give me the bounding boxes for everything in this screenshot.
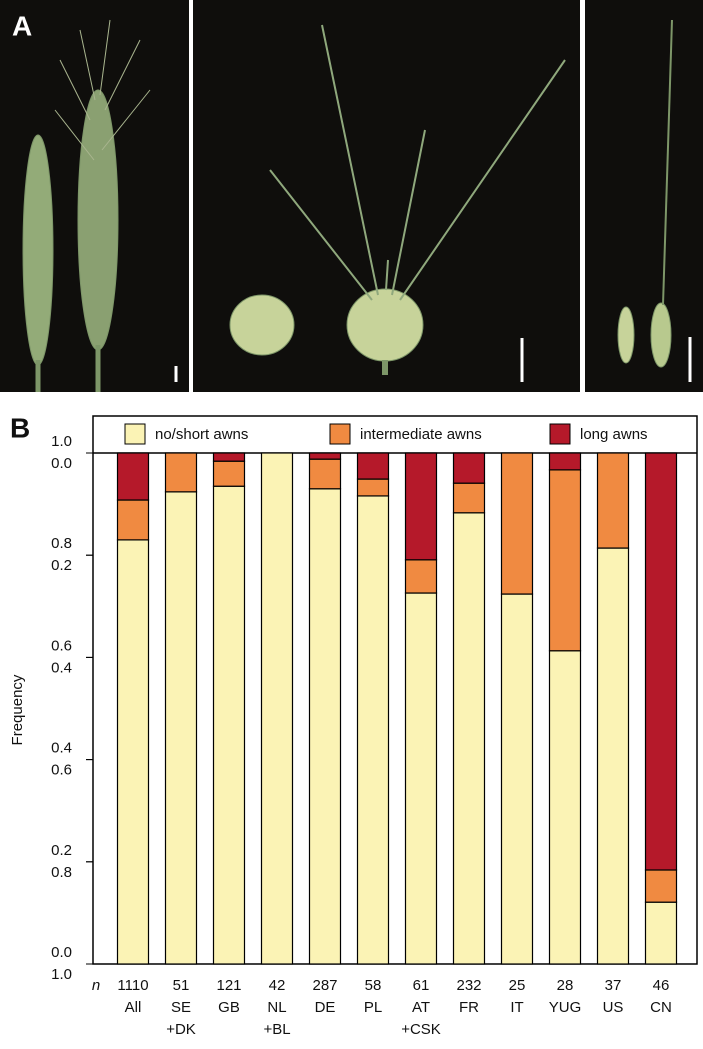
x-tick-label: YUG bbox=[548, 999, 582, 1016]
n-label: 28 bbox=[557, 977, 574, 994]
bar-segment bbox=[164, 452, 198, 493]
bar-segment bbox=[452, 512, 486, 965]
panel-label: B bbox=[10, 412, 30, 443]
bar-segment bbox=[212, 460, 246, 487]
bar-segment bbox=[644, 901, 678, 965]
y2-tick-label: 0.0 bbox=[51, 455, 72, 472]
bar-segment bbox=[500, 593, 534, 965]
bar-segment bbox=[596, 452, 630, 549]
n-label: 232 bbox=[456, 977, 481, 994]
scale-bar bbox=[174, 337, 692, 382]
x-tick-label: US bbox=[602, 999, 624, 1016]
bar-segment bbox=[308, 488, 342, 965]
y-tick-label: 0.2 bbox=[51, 842, 72, 859]
x-tick-label: GB bbox=[218, 999, 240, 1016]
bar-segment bbox=[308, 458, 342, 490]
y2-tick-label: 1.0 bbox=[51, 966, 72, 983]
bar-segment bbox=[356, 495, 390, 965]
legend-swatch bbox=[329, 423, 351, 445]
bar-segment bbox=[164, 491, 198, 965]
legend-label: intermediate awns bbox=[360, 426, 482, 443]
x-tick-label: PL bbox=[363, 999, 383, 1016]
n-label: 287 bbox=[312, 977, 337, 994]
y-tick-label: 0.4 bbox=[51, 740, 72, 757]
wheat-drawing bbox=[22, 19, 673, 392]
bar-segment bbox=[452, 452, 486, 484]
bar-segment bbox=[452, 482, 486, 514]
plot-frame bbox=[92, 415, 698, 965]
n-label: 61 bbox=[413, 977, 430, 994]
bar-segment bbox=[500, 452, 534, 595]
bar-segment bbox=[356, 478, 390, 497]
bar-segment bbox=[116, 499, 150, 541]
legend-label: no/short awns bbox=[155, 426, 248, 443]
x-tick-label: All bbox=[124, 999, 142, 1016]
photo bbox=[585, 0, 703, 392]
n-label: 25 bbox=[509, 977, 526, 994]
x-tick-label: AT +CSK bbox=[401, 999, 441, 1038]
n-label: 42 bbox=[269, 977, 286, 994]
bar-segment bbox=[644, 452, 678, 871]
y-tick-label: 0.8 bbox=[51, 535, 72, 552]
bar-segment bbox=[260, 452, 294, 965]
n-label: 37 bbox=[605, 977, 622, 994]
x-tick-label: FR bbox=[459, 999, 479, 1016]
bar-segment bbox=[548, 452, 582, 471]
x-tick-label: IT bbox=[510, 999, 524, 1016]
panel-label: A bbox=[12, 10, 32, 41]
bar-segment bbox=[116, 539, 150, 965]
y2-tick-label: 0.6 bbox=[51, 762, 72, 779]
bar-segment bbox=[116, 452, 150, 501]
x-tick-label: SE +DK bbox=[166, 999, 196, 1038]
y-axis-title: Frequency bbox=[9, 674, 26, 745]
y-tick-label: 1.0 bbox=[51, 433, 72, 450]
n-label: 51 bbox=[173, 977, 190, 994]
bar-segment bbox=[644, 869, 678, 903]
x-tick-label: NL +BL bbox=[263, 999, 291, 1038]
x-tick-label: CN bbox=[650, 999, 672, 1016]
y-tick-label: 0.6 bbox=[51, 637, 72, 654]
n-label: 58 bbox=[365, 977, 382, 994]
n-label: 46 bbox=[653, 977, 670, 994]
n-label: 121 bbox=[216, 977, 241, 994]
y2-tick-label: 0.4 bbox=[51, 659, 72, 676]
legend-swatch bbox=[124, 423, 146, 445]
x-tick-label: DE bbox=[314, 999, 336, 1016]
bar-segment bbox=[212, 452, 246, 462]
y2-tick-label: 0.8 bbox=[51, 864, 72, 881]
legend-label: long awns bbox=[580, 426, 648, 443]
bar-segment bbox=[548, 469, 582, 652]
bar-segment bbox=[548, 650, 582, 965]
n-label: 1110 bbox=[117, 977, 148, 994]
y-tick-label: 0.0 bbox=[51, 944, 72, 961]
bar-segment bbox=[308, 452, 342, 460]
y2-tick-label: 0.2 bbox=[51, 557, 72, 574]
legend-swatch bbox=[549, 423, 571, 445]
bar-segment bbox=[596, 547, 630, 965]
photo-panel: A bbox=[0, 0, 703, 392]
bar-segment bbox=[404, 452, 438, 561]
bar-segment bbox=[404, 559, 438, 594]
bar-segment bbox=[356, 452, 390, 480]
bar-segment bbox=[404, 592, 438, 965]
bar-segment bbox=[212, 485, 246, 965]
n-label: n bbox=[92, 977, 100, 994]
